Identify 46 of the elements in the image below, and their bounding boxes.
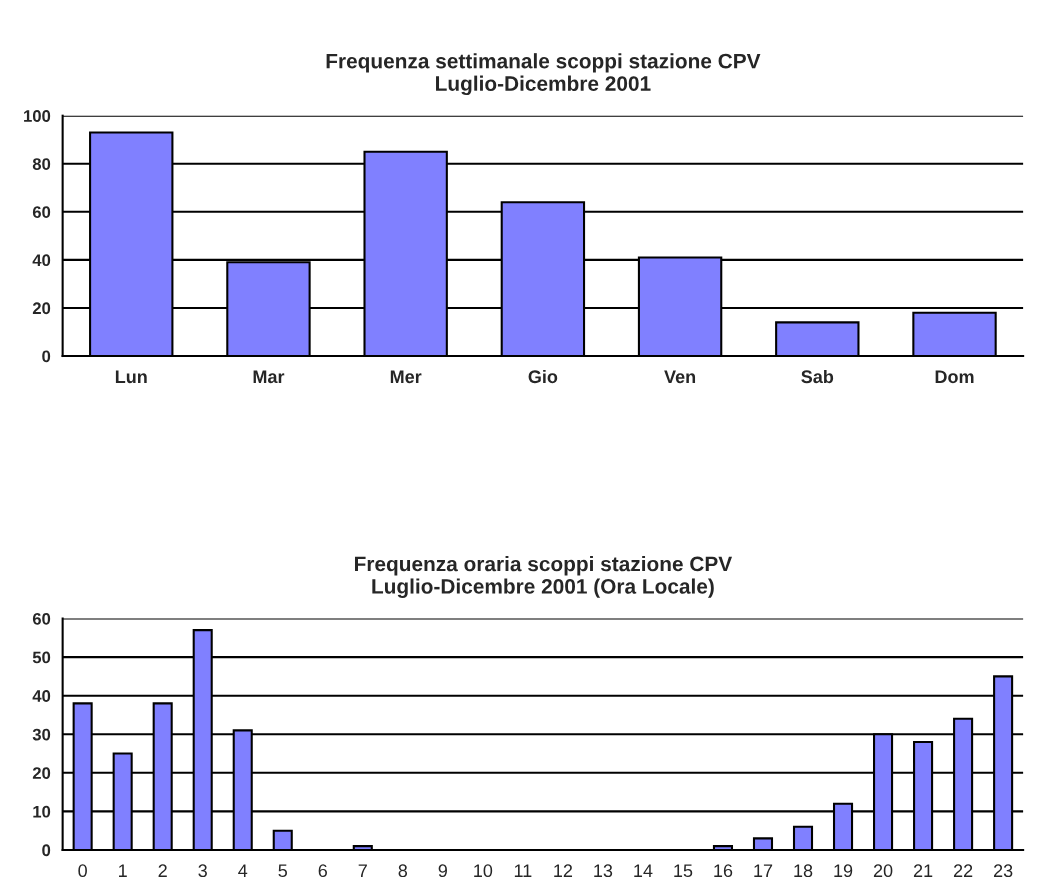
x-tick-label: Ven <box>664 370 696 384</box>
y-tick-label: 40 <box>32 690 51 702</box>
y-tick-label: 0 <box>42 350 51 363</box>
x-tick-label: 0 <box>78 864 87 878</box>
x-tick-label: 8 <box>398 864 408 878</box>
x-tick-label: 17 <box>754 864 773 877</box>
x-tick-label: 13 <box>594 864 613 878</box>
x-tick-label: 21 <box>913 864 933 877</box>
x-tick-label: Mar <box>253 370 285 384</box>
chart-title: Frequenza settimanale scoppi stazione CPV Luglio-Dicembre 2001 <box>326 53 761 96</box>
x-tick-label: 4 <box>238 864 248 877</box>
x-tick-label: 9 <box>438 864 447 878</box>
y-tick-label: 20 <box>32 767 51 780</box>
x-tick-label: 3 <box>198 864 207 878</box>
x-tick-label: Lun <box>115 370 147 384</box>
y-tick-label: 60 <box>32 206 51 219</box>
x-tick-label: 19 <box>834 864 853 878</box>
x-tick-label: 23 <box>993 864 1013 878</box>
chart-title: Frequenza oraria scoppi stazione CPV Luglio-Dicembre 2001 (Ora Locale) <box>355 556 733 598</box>
x-tick-label: Gio <box>528 369 558 384</box>
x-tick-label: 20 <box>873 864 893 878</box>
x-tick-label: 6 <box>318 864 327 878</box>
x-tick-label: 1 <box>119 864 127 877</box>
x-tick-label: 15 <box>674 864 693 878</box>
x-tick-label: 11 <box>514 864 532 877</box>
x-tick-label: 10 <box>474 864 493 878</box>
x-tick-label: 5 <box>278 864 288 878</box>
y-tick-label: 60 <box>32 612 51 625</box>
x-tick-label: 22 <box>953 864 973 877</box>
x-tick-label: Dom <box>935 370 974 384</box>
x-tick-label: Sab <box>801 369 834 384</box>
x-tick-label: 2 <box>158 864 167 877</box>
y-tick-label: 100 <box>24 110 51 122</box>
y-tick-label: 40 <box>32 254 51 267</box>
y-tick-label: 10 <box>33 805 51 818</box>
x-tick-label: 7 <box>358 864 367 877</box>
x-tick-label: 12 <box>554 864 573 877</box>
y-tick-label: 50 <box>32 651 51 664</box>
x-tick-label: Mer <box>390 370 422 384</box>
y-tick-label: 30 <box>32 728 51 741</box>
x-tick-label: 18 <box>794 864 813 878</box>
y-tick-label: 80 <box>32 158 51 170</box>
x-tick-label: 14 <box>634 864 653 877</box>
y-tick-label: 20 <box>32 302 51 315</box>
y-tick-label: 0 <box>42 844 51 857</box>
x-tick-label: 16 <box>714 864 733 878</box>
